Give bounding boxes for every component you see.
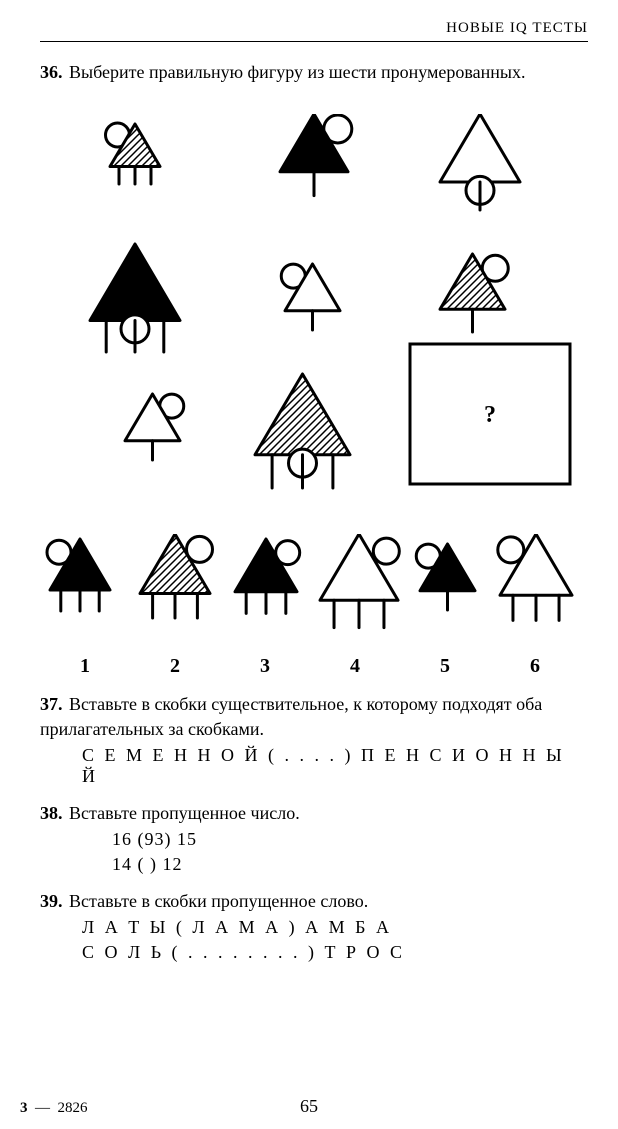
q39-num: 39. (40, 891, 63, 911)
q37-num: 37. (40, 694, 63, 714)
answer-label: 3 (220, 655, 310, 678)
q39-text: Вставьте в скобки пропущенное слово. (69, 891, 368, 911)
question-39: 39. Вставьте в скобки пропущенное слово. (40, 889, 578, 913)
q38-num: 38. (40, 803, 63, 823)
q38-line2: 14 ( ) 12 (112, 854, 578, 875)
q36-text: Выберите правильную фигуру из шести прон… (69, 62, 526, 82)
q36-num: 36. (40, 62, 63, 82)
q38-line1: 16 (93) 15 (112, 829, 578, 850)
answer-label: 4 (310, 655, 400, 678)
answer-label: 1 (40, 655, 130, 678)
answer-label: 5 (400, 655, 490, 678)
q39-line1: Л А Т Ы ( Л А М А ) А М Б А (82, 917, 578, 938)
answer-label: 6 (490, 655, 580, 678)
header-rule (40, 41, 588, 42)
question-37: 37. Вставьте в скобки существительное, к… (40, 692, 578, 741)
q38-text: Вставьте пропущенное число. (69, 803, 300, 823)
question-36: 36. Выберите правильную фигуру из шести … (40, 60, 578, 84)
q36-answers (40, 534, 580, 649)
q37-line: С Е М Е Н Н О Й ( . . . . ) П Е Н С И О … (82, 745, 578, 787)
q37-text: Вставьте в скобки существительное, к кот… (40, 694, 542, 738)
header-title: НОВЫЕ IQ ТЕСТЫ (40, 20, 588, 37)
q36-grid: ? (40, 114, 580, 494)
answer-label: 2 (130, 655, 220, 678)
svg-text:?: ? (484, 402, 496, 428)
q36-answer-labels: 1 2 3 4 5 6 (40, 655, 580, 678)
page-number: 65 (0, 1096, 618, 1117)
q39-line2: С О Л Ь ( . . . . . . . . ) Т Р О С (82, 942, 578, 963)
question-38: 38. Вставьте пропущенное число. (40, 801, 578, 825)
